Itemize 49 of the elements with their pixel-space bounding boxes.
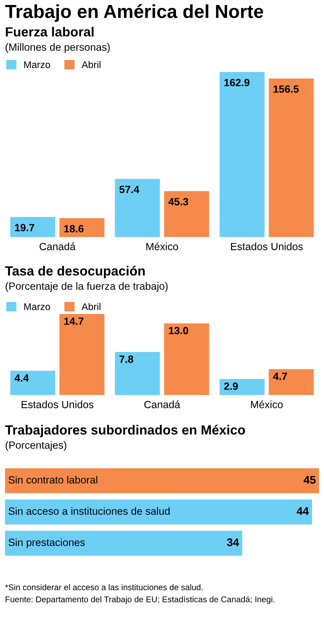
bar: [59, 314, 104, 395]
x-tick-label: Estados Unidos: [22, 400, 94, 408]
chart-title: Trabajadores subordinados en México: [5, 424, 245, 438]
text: Trabajo en América del Norte: [5, 4, 264, 22]
y-tick-label: Sin acceso a instituciones de salud: [8, 507, 170, 515]
bar: [10, 370, 56, 395]
bar: [220, 72, 265, 237]
data-label: 7.8: [120, 356, 134, 363]
data-label: 34: [227, 538, 240, 546]
bar: [220, 379, 265, 395]
data-label: 14.7: [64, 318, 84, 325]
bar: [268, 78, 314, 237]
x-tick-label: Canadá: [144, 400, 180, 408]
bar: [164, 323, 210, 395]
y-tick-label: Sin contrato laboral: [8, 476, 98, 484]
bar: [268, 369, 314, 395]
data-label: 19.7: [15, 224, 34, 232]
x-tick-label: México: [251, 400, 283, 408]
chart-title: Fuerza laboral: [6, 26, 94, 37]
legend-label: Marzo: [24, 303, 50, 310]
chart-subtitle: (Millones de personas): [6, 43, 110, 53]
chart-subtitle: (Porcentaje de la fuerza de trabajo): [6, 282, 168, 292]
data-label: 4.7: [273, 372, 287, 380]
bar: [59, 218, 104, 237]
data-label: 45.3: [168, 198, 188, 206]
data-label: 156.5: [274, 85, 299, 93]
x-tick-label: Estados Unidos: [231, 242, 303, 250]
legend-label: Marzo: [24, 61, 50, 68]
legend-label: Abril: [82, 60, 100, 68]
data-label: 4.4: [14, 374, 29, 382]
bar: [114, 352, 160, 395]
data-label: 44: [296, 507, 309, 515]
bar: [10, 217, 56, 237]
bar: [114, 178, 160, 237]
chart-title: Tasa de desocupación: [5, 266, 145, 278]
source-note: Fuente: Departamento del Trabajo de EU; Estadísticas de Canadá; Inegi.: [6, 596, 274, 604]
y-tick-label: Sin prestaciones: [8, 538, 85, 548]
data-label: 2.9: [224, 382, 238, 390]
data-label: 13.0: [168, 326, 188, 334]
chart-subtitle: (Porcentajes): [6, 441, 66, 451]
legend-label: Abril: [82, 302, 100, 310]
data-label: 18.6: [64, 225, 84, 232]
x-tick-label: México: [146, 242, 178, 250]
bar: [164, 191, 210, 237]
x-tick-label: Canadá: [40, 242, 76, 250]
data-label: 57.4: [119, 186, 140, 194]
data-label: 45: [304, 476, 316, 484]
data-label: 162.9: [224, 78, 250, 86]
text: *Sin considerar el acceso a las instituciones de salud.: [5, 584, 202, 590]
